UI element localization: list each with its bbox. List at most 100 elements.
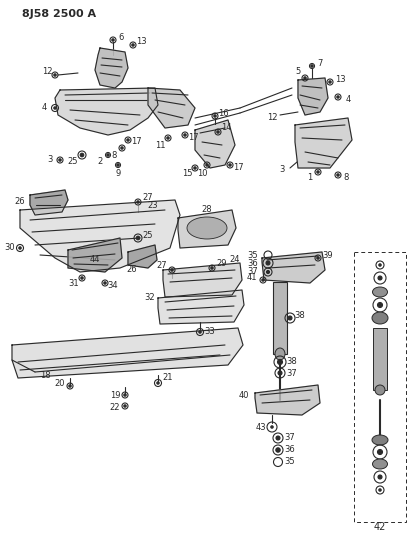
- Text: 26: 26: [127, 265, 137, 274]
- Text: 40: 40: [239, 391, 249, 400]
- Circle shape: [124, 405, 126, 407]
- Text: 21: 21: [163, 374, 173, 383]
- Ellipse shape: [275, 348, 285, 360]
- Text: 12: 12: [267, 114, 277, 123]
- Circle shape: [121, 147, 123, 149]
- Text: 14: 14: [221, 124, 231, 133]
- Text: 11: 11: [155, 141, 165, 149]
- Circle shape: [132, 44, 134, 46]
- Bar: [354, 252, 406, 522]
- Text: 25: 25: [68, 157, 78, 166]
- Polygon shape: [298, 78, 328, 115]
- Text: 17: 17: [188, 133, 199, 142]
- Circle shape: [59, 159, 61, 161]
- Circle shape: [378, 276, 382, 280]
- Circle shape: [379, 264, 381, 266]
- Circle shape: [337, 96, 339, 98]
- Text: 16: 16: [218, 109, 229, 117]
- Bar: [273, 282, 287, 354]
- Text: 18: 18: [40, 370, 50, 379]
- Text: 43: 43: [256, 424, 266, 432]
- Circle shape: [19, 247, 21, 249]
- Text: 32: 32: [145, 294, 155, 303]
- Circle shape: [171, 269, 173, 271]
- Circle shape: [194, 167, 196, 169]
- Text: 27: 27: [157, 261, 167, 270]
- Circle shape: [317, 257, 319, 259]
- Polygon shape: [295, 118, 352, 168]
- Text: 33: 33: [205, 327, 215, 336]
- Circle shape: [136, 236, 140, 240]
- Text: 13: 13: [335, 75, 345, 84]
- Circle shape: [271, 426, 273, 428]
- Circle shape: [157, 382, 159, 384]
- Circle shape: [80, 153, 84, 157]
- Polygon shape: [55, 88, 158, 135]
- Circle shape: [229, 164, 231, 166]
- Circle shape: [112, 39, 114, 41]
- Circle shape: [304, 77, 306, 79]
- Circle shape: [81, 277, 83, 279]
- Polygon shape: [195, 120, 235, 168]
- Text: 42: 42: [374, 522, 386, 532]
- Polygon shape: [20, 200, 180, 272]
- Text: 5: 5: [296, 68, 300, 77]
- Circle shape: [107, 154, 109, 156]
- Text: 15: 15: [182, 168, 192, 177]
- Circle shape: [377, 449, 383, 455]
- Circle shape: [288, 316, 292, 320]
- Circle shape: [337, 174, 339, 176]
- Text: 17: 17: [233, 164, 243, 173]
- Ellipse shape: [372, 312, 388, 324]
- Circle shape: [117, 164, 119, 166]
- Text: 30: 30: [5, 244, 15, 253]
- Circle shape: [54, 74, 56, 76]
- Ellipse shape: [187, 217, 227, 239]
- Circle shape: [127, 139, 129, 141]
- Polygon shape: [158, 290, 244, 324]
- Text: 23: 23: [148, 200, 158, 209]
- Text: 25: 25: [143, 230, 153, 239]
- Circle shape: [379, 489, 381, 491]
- Circle shape: [137, 201, 139, 203]
- Text: 26: 26: [15, 198, 25, 206]
- Circle shape: [214, 115, 216, 117]
- Text: 19: 19: [110, 391, 120, 400]
- Text: 4: 4: [42, 102, 46, 111]
- Text: 8: 8: [111, 150, 117, 159]
- Circle shape: [277, 359, 282, 365]
- Circle shape: [378, 475, 382, 479]
- Circle shape: [311, 65, 313, 67]
- Circle shape: [211, 267, 213, 269]
- Text: 29: 29: [217, 259, 227, 268]
- Text: 22: 22: [110, 403, 120, 413]
- Ellipse shape: [372, 435, 388, 445]
- Circle shape: [199, 331, 201, 333]
- Circle shape: [54, 107, 56, 109]
- Text: 27: 27: [143, 193, 153, 203]
- Polygon shape: [30, 190, 68, 215]
- Text: 6: 6: [118, 33, 124, 42]
- Polygon shape: [148, 88, 195, 128]
- Text: 44: 44: [90, 255, 100, 264]
- Circle shape: [266, 261, 270, 265]
- Text: 36: 36: [285, 446, 296, 455]
- Text: 10: 10: [197, 168, 207, 177]
- Text: 3: 3: [47, 156, 53, 165]
- Text: 35: 35: [285, 457, 296, 466]
- Circle shape: [217, 131, 219, 133]
- Circle shape: [266, 271, 270, 273]
- Circle shape: [278, 371, 282, 375]
- Text: 37: 37: [285, 432, 296, 441]
- Polygon shape: [262, 252, 325, 283]
- Circle shape: [329, 81, 331, 83]
- Text: 17: 17: [131, 136, 141, 146]
- Circle shape: [276, 448, 280, 452]
- Ellipse shape: [375, 385, 385, 395]
- Circle shape: [184, 134, 186, 136]
- Bar: [373, 328, 387, 390]
- Polygon shape: [255, 385, 320, 415]
- Circle shape: [276, 436, 280, 440]
- Ellipse shape: [372, 459, 388, 469]
- Text: 2: 2: [97, 157, 103, 166]
